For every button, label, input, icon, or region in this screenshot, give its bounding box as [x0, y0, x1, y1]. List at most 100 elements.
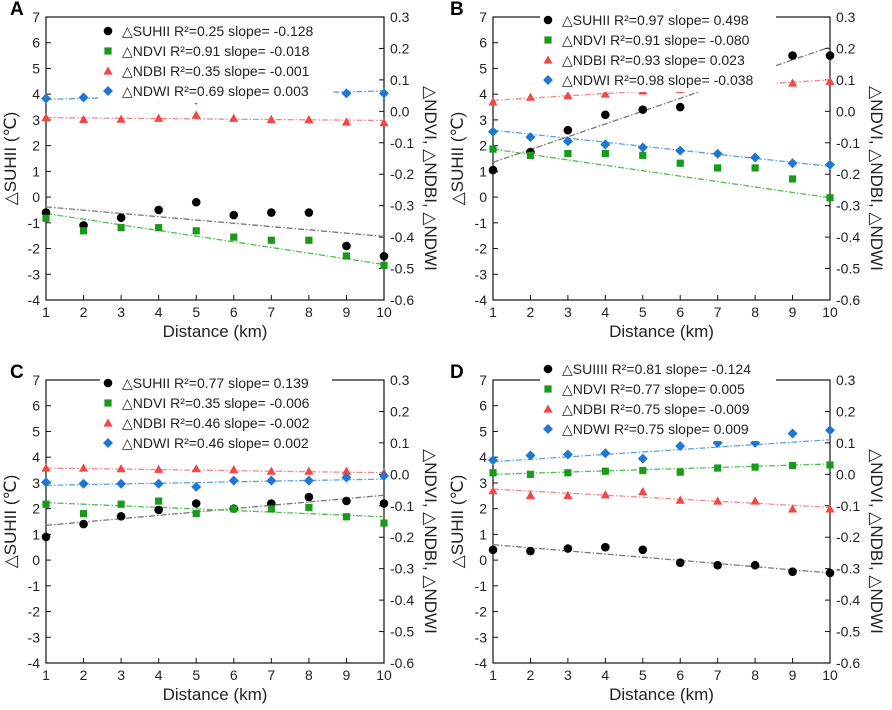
data-point-circle [675, 558, 685, 567]
left-tick-label: 0 [32, 189, 40, 205]
data-point-circle [601, 110, 610, 120]
x-tick-label: 1 [489, 667, 497, 683]
left-tick-label: 1 [479, 163, 487, 179]
right-axis-title: △NDVI, △NDBI, △NDWI [421, 86, 440, 271]
data-point-triangle [341, 466, 352, 475]
data-point-diamond [41, 93, 51, 104]
data-point-triangle [750, 496, 760, 505]
data-point-diamond [191, 481, 202, 492]
right-tick-label: 0.2 [390, 403, 410, 419]
data-point-triangle [41, 113, 51, 122]
right-axis-title: △NDVI, △NDBI, △NDWI [421, 449, 440, 634]
data-point-triangle [41, 463, 51, 472]
x-tick-label: 7 [714, 667, 722, 683]
left-tick-label: -1 [475, 578, 488, 594]
data-point-diamond [303, 475, 314, 486]
left-tick-label: 7 [32, 372, 40, 388]
data-point-diamond [488, 126, 498, 137]
right-tick-label: -0.2 [390, 529, 414, 545]
data-point-triangle [191, 464, 201, 473]
data-point-triangle [116, 114, 126, 123]
left-tick-label: -4 [28, 292, 41, 308]
legend-label: △NDWI R²=0.69 slope= 0.003 [122, 83, 309, 99]
x-tick-label: 1 [42, 667, 50, 683]
panel-c: C -4 -3 -2 -1 0 1 2 3 4 5 6 7 -0.6 -0.5 -0.4 -0.3 -0.2 -0.… [1, 362, 440, 704]
data-point-circle [154, 505, 163, 515]
x-tick-label: 7 [714, 304, 722, 320]
legend-label: △SUHII R²=0.77 slope= 0.139 [122, 375, 309, 391]
right-tick-label: -0.3 [390, 561, 414, 577]
left-tick-label: 4 [32, 86, 40, 102]
x-tick-label: 2 [527, 667, 535, 683]
right-tick-label: -0.3 [836, 561, 860, 577]
x-tick-label: 10 [376, 304, 392, 320]
data-point-triangle [787, 504, 798, 513]
data-point-triangle [154, 464, 164, 473]
data-point-square [342, 252, 351, 260]
left-tick-label: 5 [32, 60, 40, 76]
data-point-diamond [525, 450, 536, 461]
legend: △SUHII R²=0.97 slope= 0.498 △NDVI R²=0.91… [540, 8, 776, 92]
x-tick-label: 7 [267, 667, 275, 683]
left-tick-label: 6 [32, 35, 40, 51]
data-point-circle [154, 205, 163, 215]
data-point-triangle [229, 465, 239, 474]
x-tick-label: 9 [343, 304, 351, 320]
right-tick-label: -0.5 [390, 624, 414, 640]
fit-line-triangle [492, 488, 831, 508]
x-tick-label: 6 [230, 304, 238, 320]
data-point-square [42, 500, 50, 508]
fit-line-triangle [45, 116, 385, 122]
left-tick-label: 6 [479, 35, 487, 51]
data-point-square [267, 505, 275, 513]
fit-line-square [45, 501, 385, 518]
fit-line-circle [45, 206, 385, 238]
data-point-square [601, 467, 609, 475]
right-tick-label: -0.1 [390, 498, 414, 514]
right-tick-label: -0.4 [390, 592, 414, 608]
right-tick-label: -0.2 [836, 529, 860, 545]
left-tick-label: 5 [479, 423, 487, 439]
left-tick-label: -3 [28, 266, 41, 282]
left-tick-label: 2 [32, 501, 40, 517]
left-tick-label: 3 [479, 475, 487, 491]
legend-marker-circle [103, 26, 113, 36]
data-point-triangle [154, 113, 164, 122]
x-tick-label: 3 [564, 667, 572, 683]
panel-a: A -4 -3 -2 -1 0 1 2 3 4 5 6 7 -0.6 -0.5 -0.4 -0.3 -0.2 -0.… [1, 0, 440, 341]
legend-box [100, 19, 332, 103]
data-point-circle [229, 210, 239, 220]
data-point-circle [267, 208, 276, 217]
data-point-diamond [825, 425, 835, 436]
data-point-circle [488, 545, 498, 555]
right-tick-label: -0.6 [836, 655, 860, 671]
data-point-square [826, 194, 834, 202]
data-point-diamond [675, 441, 686, 452]
right-tick-label: 0.3 [836, 9, 856, 25]
legend-marker-triangle [543, 404, 553, 413]
data-point-square [714, 164, 722, 172]
data-point-circle [825, 51, 835, 60]
data-point-square [601, 149, 609, 158]
left-tick-label: 0 [32, 552, 40, 568]
legend-label: △NDWI R²=0.75 slope= 0.009 [562, 421, 749, 437]
left-tick-label: 7 [479, 372, 487, 388]
data-point-square [79, 510, 88, 518]
data-point-triangle [488, 486, 498, 495]
left-tick-label: 0 [479, 189, 487, 205]
left-tick-label: 6 [479, 398, 487, 414]
data-point-square [155, 224, 163, 232]
x-tick-label: 3 [564, 304, 572, 320]
data-point-triangle [266, 466, 276, 475]
legend-box [540, 8, 776, 92]
fit-line-square [492, 148, 831, 199]
right-tick-label: -0.5 [836, 261, 860, 277]
left-tick-label: -1 [28, 578, 41, 594]
legend-label: △NDBI R²=0.75 slope= -0.009 [562, 401, 750, 417]
left-tick-label: 3 [32, 475, 40, 491]
right-tick-label: -0.5 [390, 261, 414, 277]
data-point-square [489, 145, 497, 153]
data-point-diamond [600, 139, 611, 150]
left-axis-title: △SUHII (℃) [448, 112, 467, 206]
